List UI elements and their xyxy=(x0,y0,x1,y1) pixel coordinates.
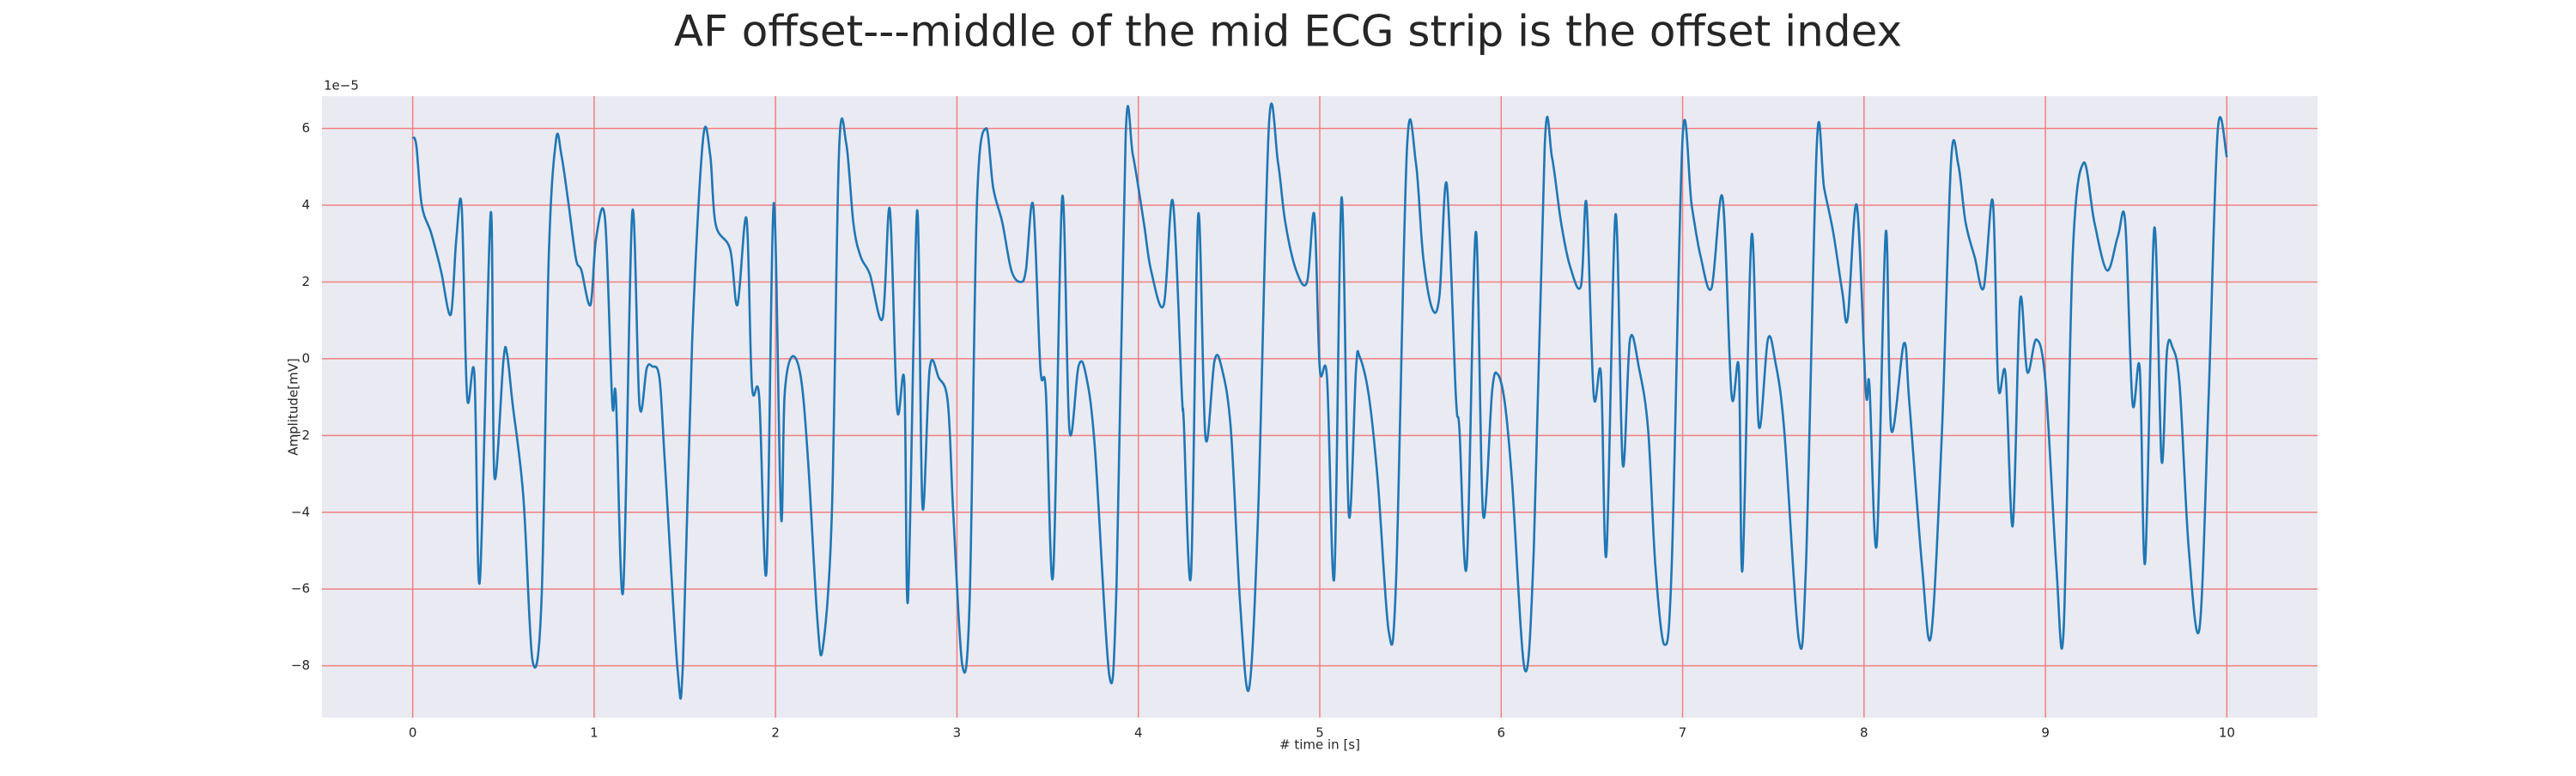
y-tick-label: 6 xyxy=(301,120,310,136)
y-axis-label: Amplitude[mV] xyxy=(286,358,301,455)
x-tick-label: 0 xyxy=(409,725,417,741)
x-tick-label: 3 xyxy=(953,725,962,741)
y-tick-label: 2 xyxy=(301,274,310,289)
y-tick-label: 4 xyxy=(301,197,310,213)
x-tick-label: 5 xyxy=(1315,725,1324,741)
y-tick-label: −4 xyxy=(291,504,310,519)
y-tick-label: −2 xyxy=(291,427,310,443)
x-tick-label: 8 xyxy=(1860,725,1868,741)
y-tick-label: −6 xyxy=(291,581,310,597)
x-tick-label: 10 xyxy=(2219,725,2235,741)
y-tick-label: −8 xyxy=(291,658,310,673)
chart-title: AF offset---middle of the mid ECG strip … xyxy=(674,7,1902,57)
axis-offset-text: 1e−5 xyxy=(324,78,359,94)
x-tick-label: 7 xyxy=(1679,725,1687,741)
x-tick-label: 6 xyxy=(1497,725,1505,741)
ecg-line xyxy=(411,102,2228,700)
x-tick-label: 2 xyxy=(771,725,780,741)
x-tick-label: 9 xyxy=(2041,725,2050,741)
y-tick-label: 0 xyxy=(301,350,310,366)
x-tick-label: 1 xyxy=(590,725,598,741)
x-axis-label: # time in [s] xyxy=(1279,737,1360,753)
x-tick-label: 4 xyxy=(1134,725,1143,741)
